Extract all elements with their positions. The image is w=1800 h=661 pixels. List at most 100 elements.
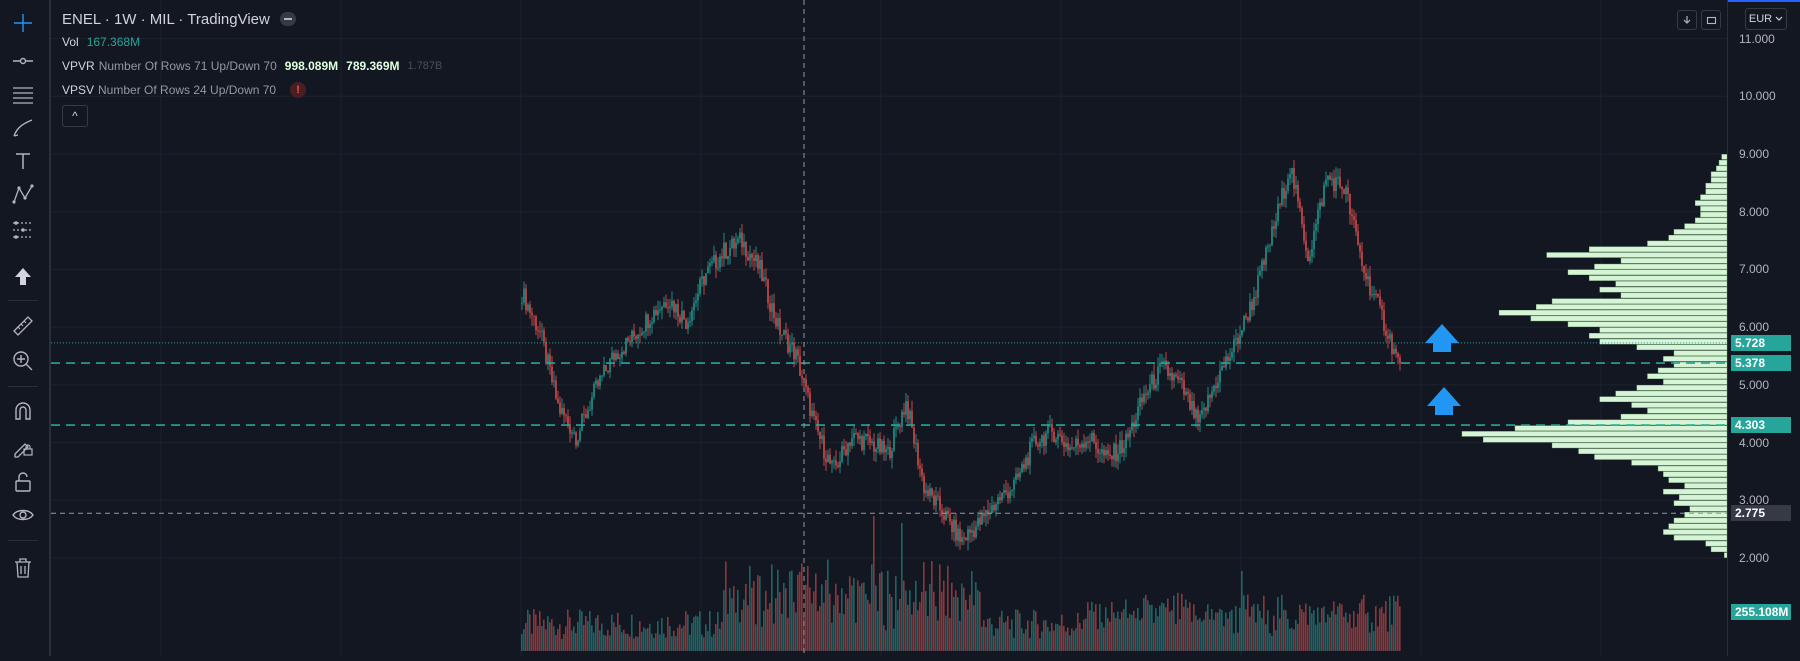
- refresh-icon[interactable]: [1701, 10, 1721, 30]
- text-icon[interactable]: [6, 146, 40, 176]
- volume-bar: [983, 620, 985, 651]
- vol-indicator-name[interactable]: Vol: [62, 35, 79, 49]
- volume-bar: [635, 636, 637, 651]
- volume-bar: [779, 592, 781, 651]
- volume-bar: [555, 634, 557, 651]
- volume-bar: [1137, 607, 1139, 651]
- volume-bar: [935, 606, 937, 651]
- volume-bar: [739, 622, 741, 651]
- candle-body: [851, 437, 853, 446]
- volume-bar: [539, 611, 541, 651]
- candle-body: [689, 321, 691, 323]
- candle-body: [599, 376, 601, 386]
- volume-bar: [875, 585, 877, 651]
- volume-bar: [979, 591, 981, 651]
- fib-retracement-icon[interactable]: [6, 80, 40, 110]
- candle-body: [557, 398, 559, 403]
- candle-body: [1299, 201, 1301, 209]
- volume-bar: [677, 627, 679, 651]
- zoom-in-icon[interactable]: [6, 346, 40, 376]
- volume-bar: [669, 626, 671, 651]
- symbol-title[interactable]: ENEL · 1W · MIL · TradingView: [62, 10, 270, 28]
- candle-body: [755, 255, 757, 261]
- arrow-up-drawing: [1427, 387, 1461, 415]
- candle-body: [1173, 374, 1175, 381]
- volume-bar: [895, 576, 897, 651]
- volume-bar: [1067, 627, 1069, 651]
- volume-bar: [1057, 624, 1059, 651]
- candle-body: [977, 517, 979, 527]
- candle-body: [1043, 435, 1045, 446]
- prediction-icon[interactable]: [6, 214, 40, 244]
- candle-body: [1149, 384, 1151, 393]
- volume-bar: [795, 612, 797, 651]
- volume-bar: [1315, 624, 1317, 651]
- candle-body: [993, 505, 995, 511]
- candle-body: [853, 433, 855, 438]
- price-chart[interactable]: [51, 0, 1728, 656]
- volume-profile-bar: [1663, 529, 1728, 535]
- volume-bar: [661, 618, 663, 651]
- volume-bar: [699, 611, 701, 651]
- trash-icon[interactable]: [6, 553, 40, 583]
- candle-body: [1303, 224, 1305, 241]
- currency-select[interactable]: EUR: [1745, 8, 1787, 30]
- lock-drawing-icon[interactable]: [6, 431, 40, 461]
- ruler-icon[interactable]: [6, 311, 40, 341]
- volume-bar: [931, 561, 933, 651]
- crosshair-icon[interactable]: [6, 8, 40, 38]
- volume-bar: [787, 617, 789, 651]
- pattern-icon[interactable]: [6, 180, 40, 210]
- volume-bar: [1099, 604, 1101, 651]
- brush-icon[interactable]: [6, 113, 40, 143]
- volume-profile-bar: [1700, 206, 1728, 212]
- drawing-toolbar: [0, 0, 51, 656]
- volume-profile-bar: [1647, 240, 1728, 247]
- candle-body: [1175, 374, 1177, 377]
- price-axis[interactable]: 11.000 10.000 9.000 8.000 7.000 6.000 5.000 4.0…: [1727, 0, 1800, 656]
- volume-bar: [1021, 628, 1023, 651]
- volume-bar: [551, 619, 553, 651]
- candle-body: [813, 410, 815, 416]
- warning-icon[interactable]: !: [290, 82, 307, 98]
- volume-bar: [639, 621, 641, 651]
- volume-bar: [1155, 608, 1157, 651]
- unlock-icon[interactable]: [6, 467, 40, 497]
- volume-bar: [827, 559, 829, 651]
- vpsv-indicator-name[interactable]: VPSV: [62, 83, 95, 97]
- candle-body: [1183, 380, 1185, 395]
- candle-body: [1153, 374, 1155, 389]
- volume-bar: [1257, 604, 1259, 651]
- volume-bar: [947, 565, 949, 651]
- candle-body: [617, 353, 619, 359]
- collapse-legend-icon[interactable]: [279, 12, 296, 26]
- candle-body: [1005, 490, 1007, 493]
- volume-bar: [939, 564, 941, 651]
- candle-body: [691, 310, 693, 322]
- price-badge-level-upper: 5.378: [1731, 355, 1791, 372]
- chart-pane[interactable]: [51, 0, 1728, 656]
- volume-bar: [545, 629, 547, 651]
- volume-bar: [975, 582, 977, 651]
- download-icon[interactable]: [1677, 10, 1697, 30]
- volume-bar: [1377, 626, 1379, 651]
- volume-bar: [705, 624, 707, 651]
- candle-body: [877, 438, 879, 449]
- vpvr-indicator-name[interactable]: VPVR: [62, 59, 95, 73]
- volume-bar: [1213, 619, 1215, 651]
- magnet-icon[interactable]: [6, 396, 40, 426]
- collapse-indicators-button[interactable]: ^: [62, 105, 88, 127]
- trend-line-icon[interactable]: [6, 46, 40, 76]
- candle-body: [833, 460, 835, 462]
- eye-icon[interactable]: [6, 500, 40, 530]
- volume-bar: [775, 598, 777, 651]
- candle-body: [747, 256, 749, 261]
- volume-bar: [1309, 606, 1311, 651]
- volume-bar: [1179, 619, 1181, 651]
- candle-body: [773, 303, 775, 319]
- volume-bar: [1027, 620, 1029, 651]
- arrow-up-icon[interactable]: [6, 262, 40, 292]
- volume-bar: [623, 629, 625, 651]
- candle-body: [729, 247, 731, 256]
- volume-bar: [937, 620, 939, 651]
